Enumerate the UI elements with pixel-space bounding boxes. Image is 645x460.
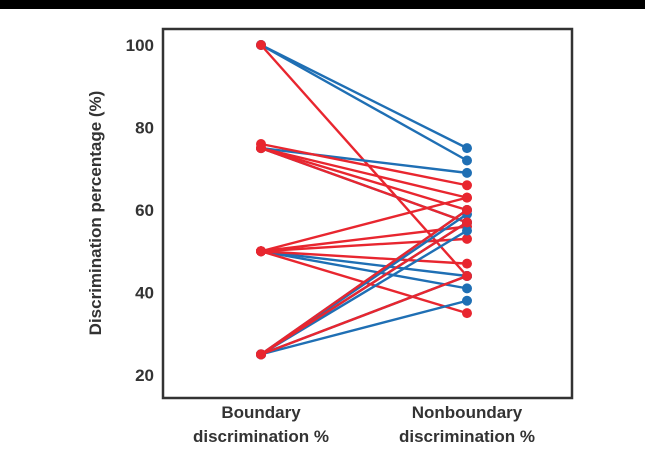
x-category-label: discrimination % — [193, 427, 329, 446]
data-point — [462, 155, 472, 166]
series-line — [260, 146, 468, 224]
y-tick-label: 100 — [126, 36, 154, 55]
series-line — [260, 250, 468, 290]
y-tick-label: 40 — [135, 284, 154, 303]
data-point — [462, 217, 472, 228]
series-line — [260, 225, 468, 253]
series-line — [260, 146, 468, 212]
series-line — [260, 142, 468, 187]
series-red — [256, 271, 472, 360]
y-axis-title: Discrimination percentage (%) — [86, 91, 105, 336]
data-point — [462, 225, 472, 236]
data-point — [256, 349, 266, 360]
data-point — [462, 233, 472, 244]
plot-frame — [161, 27, 574, 400]
data-point — [462, 180, 472, 191]
x-category-layer: Boundary discrimination % Nonboundary discr… — [193, 403, 535, 446]
series-blue — [256, 246, 472, 281]
data-point — [256, 143, 266, 154]
y-tick-label: 80 — [135, 119, 154, 138]
data-point — [462, 308, 472, 319]
data-point — [462, 143, 472, 154]
data-point — [462, 258, 472, 269]
series-line — [260, 221, 468, 356]
series-red — [256, 139, 472, 191]
series-line — [260, 274, 468, 356]
data-point — [256, 246, 266, 257]
x-category-label: Boundary — [221, 403, 301, 422]
series-line — [260, 196, 468, 253]
x-category-label: discrimination % — [399, 427, 535, 446]
data-point — [256, 40, 266, 50]
series-red — [256, 192, 472, 257]
series-line — [260, 146, 468, 175]
y-tick-label: 60 — [135, 201, 154, 220]
y-tick-layer: 20 40 60 80 100 — [126, 36, 154, 385]
data-point — [462, 192, 472, 203]
data-point — [462, 205, 472, 215]
series-line — [260, 146, 468, 199]
x-category-label: Nonboundary — [412, 403, 523, 422]
series-line — [260, 237, 468, 253]
series-layer — [256, 40, 472, 360]
series-line — [260, 299, 468, 356]
data-point — [462, 283, 472, 294]
data-point — [462, 167, 472, 178]
top-rule — [0, 0, 645, 9]
series-line — [260, 43, 468, 150]
y-tick-label: 20 — [135, 366, 154, 385]
series-line — [260, 209, 468, 356]
series-line — [260, 43, 468, 162]
series-line — [260, 250, 468, 265]
series-line — [260, 250, 468, 278]
data-point — [462, 271, 472, 281]
data-point — [462, 295, 472, 306]
series-blue — [256, 40, 472, 154]
